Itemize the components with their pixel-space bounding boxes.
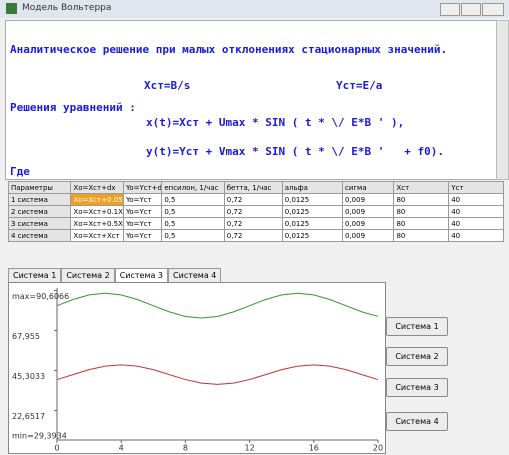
cell: 0,72 <box>223 229 283 242</box>
y-tick-label: 22,6517 <box>12 412 45 421</box>
cell: 2 система <box>7 205 72 218</box>
min-label: min=29,3934 <box>12 432 67 441</box>
tab[interactable]: Система 1 <box>8 268 62 282</box>
minimize[interactable] <box>440 3 460 16</box>
cell: 80 <box>393 229 450 242</box>
where: Где <box>10 165 30 178</box>
cell: 0,009 <box>341 193 395 206</box>
eq-y: y(t)=Yст + Vmax * SIN ( t * \/ E*B ' + f… <box>146 145 445 158</box>
header-cell: Yст <box>448 181 504 194</box>
button[interactable]: Система 4 <box>386 412 448 431</box>
header-cell: Xст <box>393 181 450 194</box>
close[interactable] <box>482 3 504 16</box>
row: 2 системаXo=Xст+0.1XстYo=Yст0,50,720,012… <box>7 205 504 218</box>
x-tick-label: 16 <box>309 444 319 453</box>
eq-x: x(t)=Xст + Umax * SIN ( t * \/ E*B ' ), <box>146 116 405 129</box>
maximize[interactable] <box>461 3 481 16</box>
tab[interactable]: Система 2 <box>61 268 115 282</box>
cell: Yo=Yст <box>122 229 163 242</box>
cell: Xo=Xст+0.5Xст <box>70 217 124 230</box>
cell: 1 система <box>7 193 72 206</box>
solutions: Решения уравнений : <box>10 101 136 114</box>
scrollbar[interactable] <box>496 20 509 180</box>
xst: Xст=B/s <box>144 79 191 92</box>
header-cell: Xo=Xст+dx <box>70 181 124 194</box>
button[interactable]: Система 1 <box>386 317 448 336</box>
yst: Yст=E/a <box>336 79 383 92</box>
y-tick-label: max=90,6066 <box>12 292 69 301</box>
button[interactable]: Система 3 <box>386 378 448 397</box>
cell: 0,009 <box>341 205 395 218</box>
cell: 80 <box>393 193 450 206</box>
cell: 0,5 <box>161 205 225 218</box>
x-tick-label: 12 <box>245 444 255 453</box>
series-line <box>56 292 379 319</box>
series-line <box>56 364 379 385</box>
cell: 0,0125 <box>281 217 343 230</box>
tab[interactable]: Система 3 <box>114 268 169 282</box>
cell: 0,0125 <box>281 193 343 206</box>
header-cell: епсилон, 1/час <box>161 181 225 194</box>
tab[interactable]: Система 4 <box>168 268 222 282</box>
header-cell: Параметры <box>7 181 72 194</box>
cell: 0,0125 <box>281 229 343 242</box>
cell: 0,5 <box>161 217 225 230</box>
row: 1 системаXo=Xст+0.05XстYo=Yст0,50,720,01… <box>7 193 504 206</box>
chart: max=90,6066 67,955 45,3033 22,6517 min=29,39… <box>8 282 386 454</box>
cell: Xo=Xст+0.05Xст <box>70 193 124 206</box>
cell: Yo=Yст <box>122 205 163 218</box>
cell: 3 система <box>7 217 72 230</box>
header-cell: альфа <box>281 181 343 194</box>
cell: 0,009 <box>341 229 395 242</box>
chart-frame <box>8 282 386 454</box>
header-cell: Yo=Yст+dY <box>122 181 163 194</box>
cell: Yo=Yст <box>122 217 163 230</box>
cell: 0,009 <box>341 217 395 230</box>
cell: 40 <box>448 217 504 230</box>
rich-text: Аналитическое решение при малых отклонен… <box>5 20 497 180</box>
title-bar: Модель Вольтерра <box>0 0 509 18</box>
header-cell: сигма <box>341 181 395 194</box>
app-icon <box>6 3 17 14</box>
row: 3 системаXo=Xст+0.5XстYo=Yст0,50,720,012… <box>7 217 504 230</box>
x-tick-label: 20 <box>373 444 383 453</box>
cell: 40 <box>448 205 504 218</box>
cell: 0,5 <box>161 229 225 242</box>
x-tick-label: 4 <box>119 444 124 453</box>
x-tick-label: 8 <box>183 444 188 453</box>
cell: Xo=Xст+0.1Xст <box>70 205 124 218</box>
y-tick-label: 67,955 <box>12 332 40 341</box>
y-tick-label: 45,3033 <box>12 372 45 381</box>
cell: 4 система <box>7 229 72 242</box>
button[interactable]: Система 2 <box>386 347 448 366</box>
cell: 40 <box>448 193 504 206</box>
heading: Аналитическое решение при малых отклонен… <box>10 43 448 56</box>
cell: Xo=Xст+Xст <box>70 229 124 242</box>
header-cell: бетта, 1/час <box>223 181 283 194</box>
cell: 0,5 <box>161 193 225 206</box>
cell: 80 <box>393 205 450 218</box>
x-tick-label: 0 <box>54 444 59 453</box>
cell: 40 <box>448 229 504 242</box>
cell: 0,72 <box>223 217 283 230</box>
cell: 0,72 <box>223 193 283 206</box>
cell: Yo=Yст <box>122 193 163 206</box>
cell: 0,72 <box>223 205 283 218</box>
cell: 80 <box>393 217 450 230</box>
row: 4 система Xo=Xст+Xст Yo=Yст 0,5 0,72 0,0125 0,… <box>7 229 504 242</box>
window-title: Модель Вольтерра <box>22 3 112 13</box>
cell: 0,0125 <box>281 205 343 218</box>
tabs: Система 1 Система 2 Система 3 Система 4 <box>8 268 222 282</box>
